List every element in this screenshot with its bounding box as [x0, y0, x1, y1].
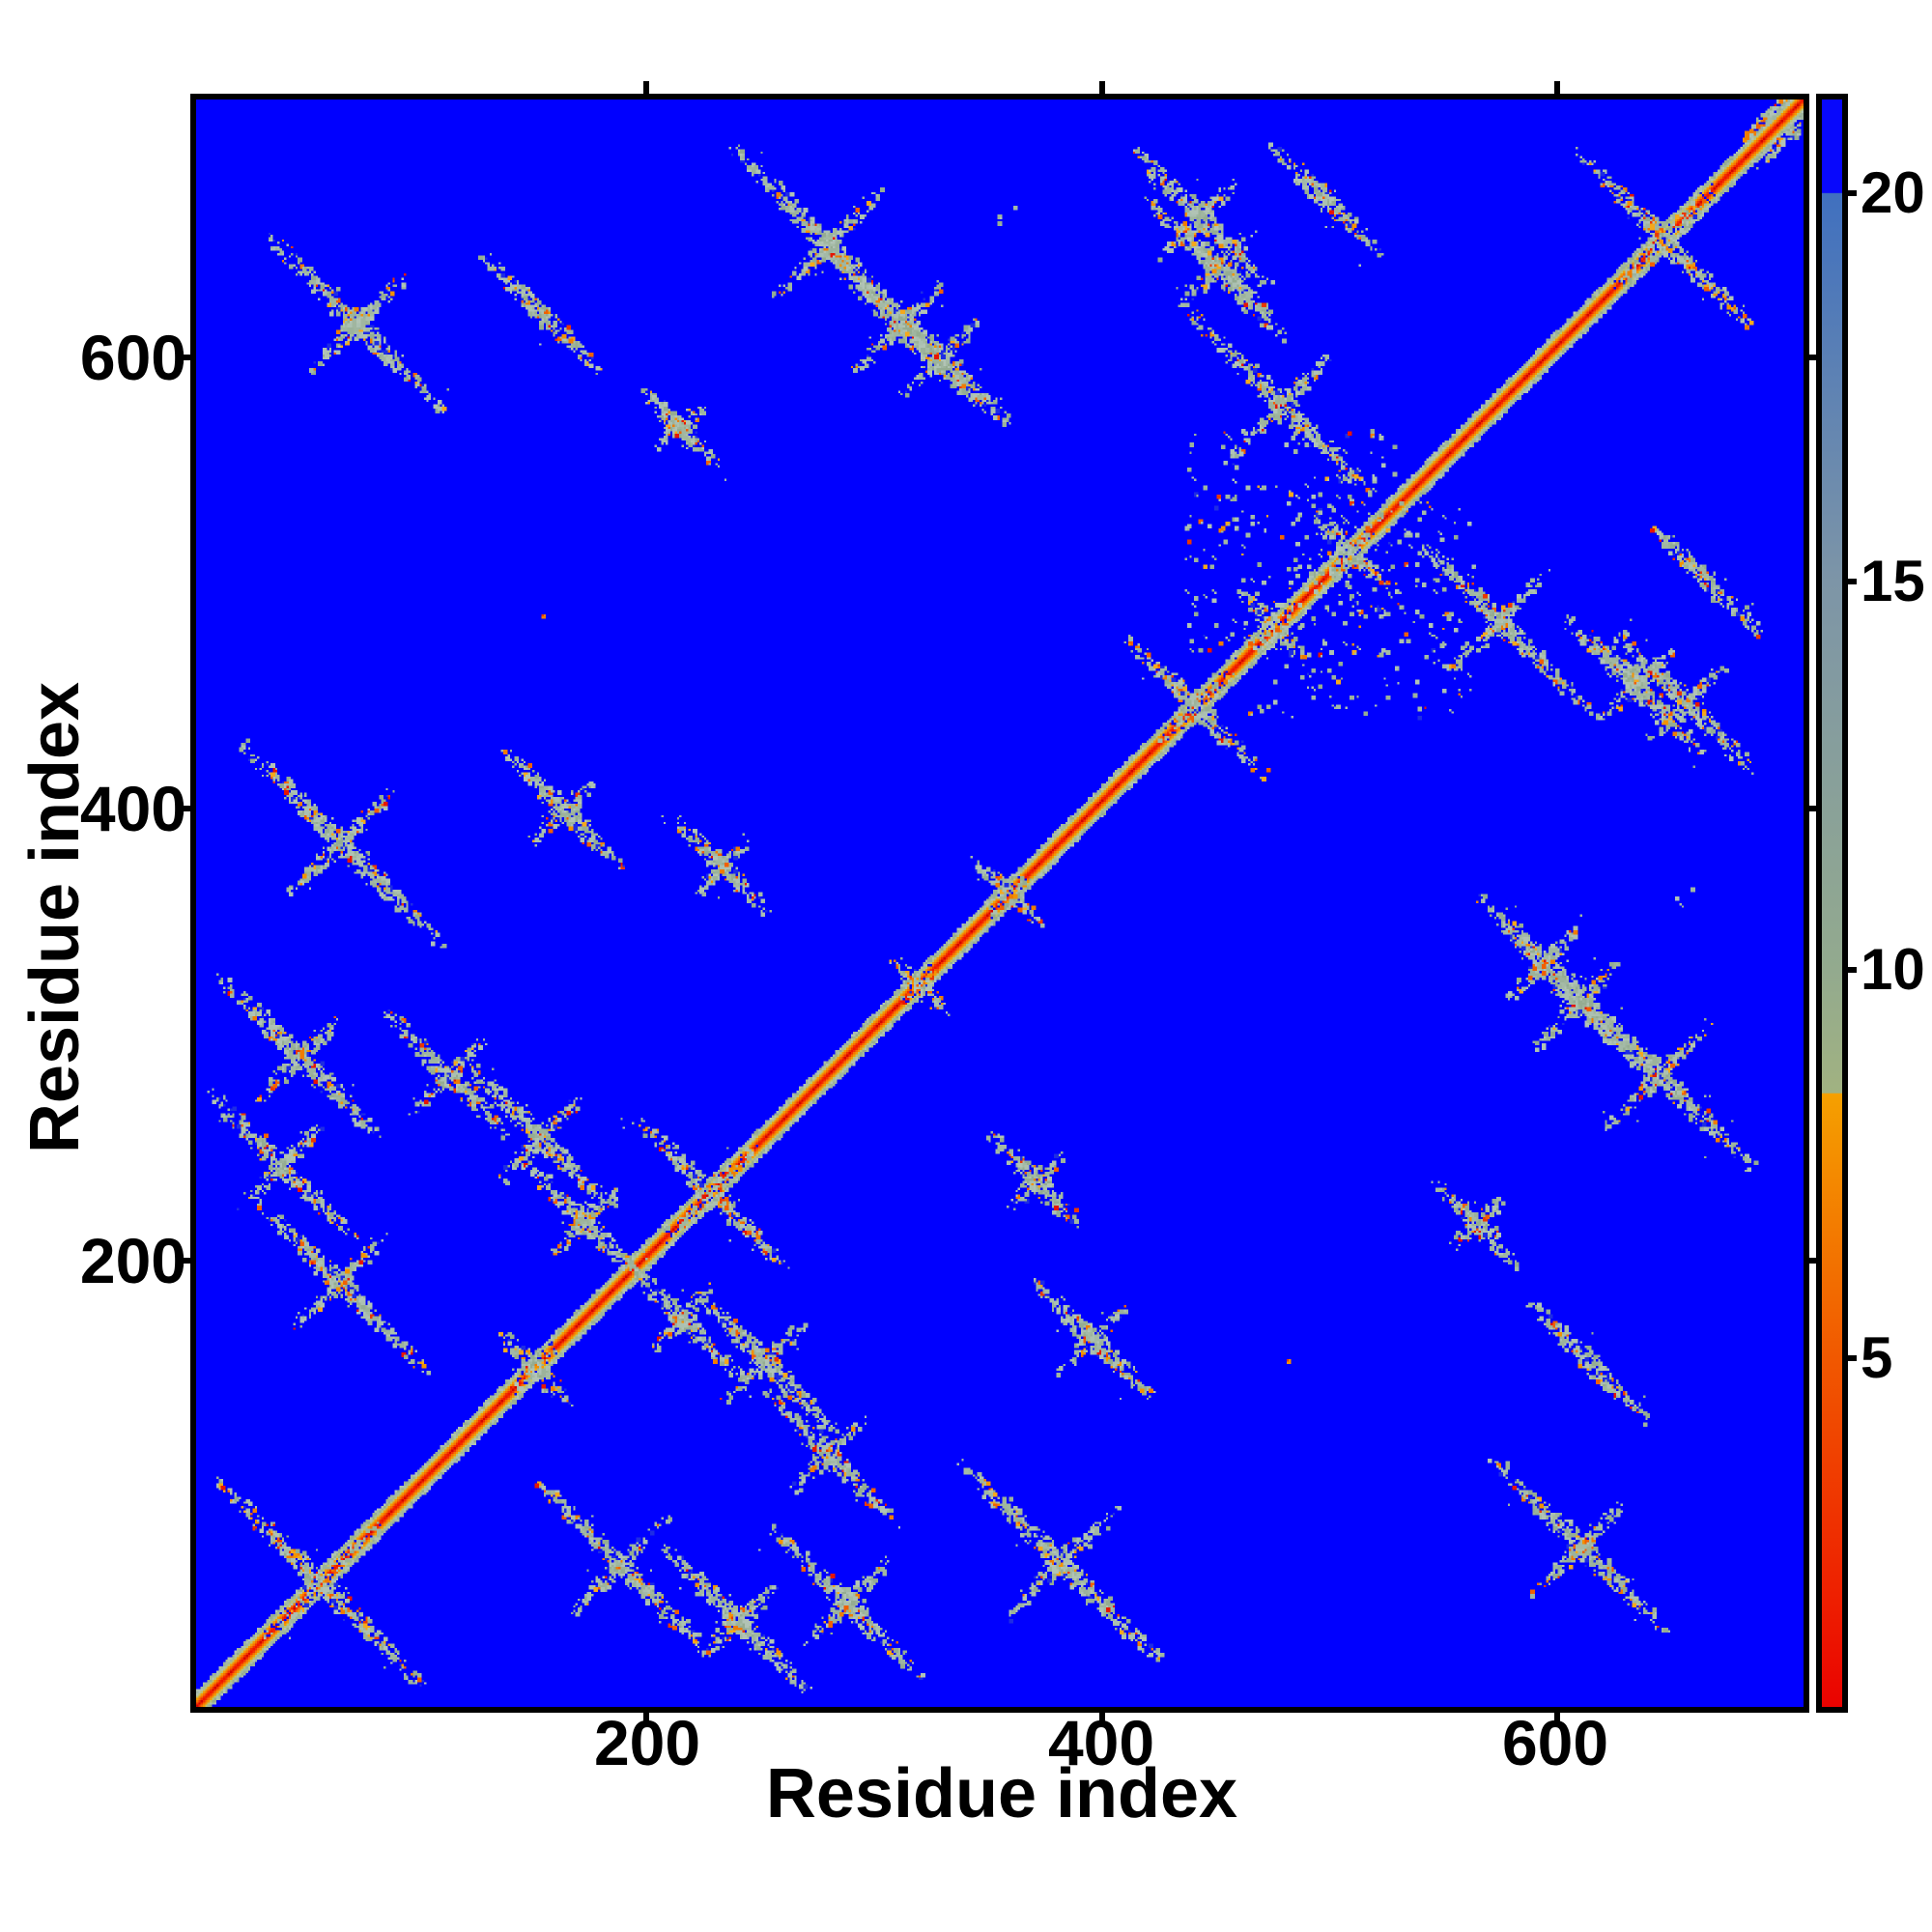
- colorbar-tick-label-20: 20: [1861, 160, 1925, 225]
- y-tick-label-400: 400: [79, 773, 186, 844]
- y-axis-title: Residue index: [16, 681, 94, 1154]
- heatmap-canvas: [196, 99, 1804, 1707]
- y-tick-label-200: 200: [79, 1225, 186, 1296]
- colorbar-tick: [1844, 967, 1857, 973]
- x-axis-tick-bottom: [1554, 1713, 1560, 1725]
- x-axis-tick-top: [1554, 81, 1560, 94]
- y-axis-tick-left: [179, 354, 190, 360]
- x-axis-title: Residue index: [765, 1755, 1238, 1833]
- x-axis-tick-top: [1098, 81, 1105, 94]
- y-axis-tick-right: [1809, 1257, 1821, 1264]
- colorbar-tick: [1844, 1355, 1857, 1361]
- y-axis-tick-left: [179, 806, 190, 811]
- colorbar: [1816, 94, 1848, 1713]
- x-axis-tick-bottom: [643, 1713, 649, 1725]
- colorbar-tick-label-10: 10: [1861, 937, 1925, 1002]
- x-axis-tick-bottom: [1098, 1713, 1105, 1725]
- colorbar-gradient: [1822, 99, 1842, 1707]
- x-axis-tick-top: [643, 81, 649, 94]
- y-axis-tick-right: [1809, 806, 1821, 811]
- y-axis-tick-left: [179, 1257, 190, 1264]
- y-tick-label-600: 600: [79, 322, 186, 393]
- colorbar-tick: [1844, 579, 1857, 584]
- heatmap-plot-area: [190, 94, 1809, 1713]
- colorbar-tick-label-5: 5: [1861, 1325, 1893, 1390]
- colorbar-tick: [1844, 190, 1857, 196]
- colorbar-tick-label-15: 15: [1861, 549, 1925, 613]
- y-axis-tick-right: [1809, 354, 1821, 360]
